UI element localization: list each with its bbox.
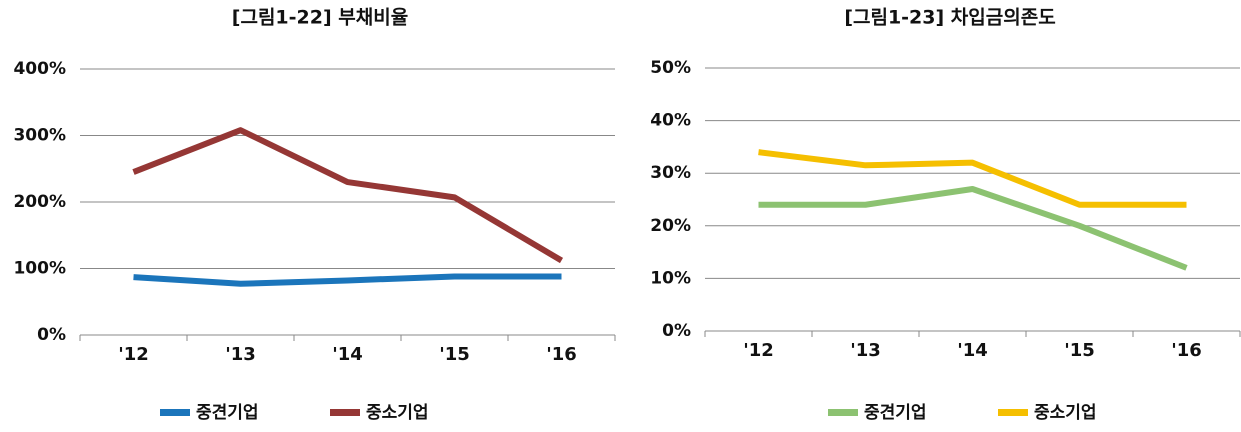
y-tick-label: 400% — [13, 59, 66, 79]
x-tick-label: '16 — [1171, 340, 1202, 361]
x-tick-label: '15 — [1064, 340, 1095, 361]
y-tick-label: 20% — [650, 216, 691, 236]
legend-swatch — [998, 409, 1028, 416]
legend-swatch — [160, 409, 190, 416]
x-tick-label: '14 — [332, 344, 363, 365]
x-tick-label: '12 — [118, 344, 149, 365]
y-tick-label: 40% — [650, 111, 691, 131]
legend-label: 중소기업 — [366, 403, 429, 423]
y-tick-label: 100% — [13, 259, 66, 279]
y-tick-label: 10% — [650, 268, 691, 288]
legend-swatch — [330, 409, 360, 416]
chart-title: [그림1-22] 부채비율 — [232, 7, 408, 29]
x-tick-label: '16 — [546, 344, 577, 365]
line-series — [758, 149, 1187, 208]
x-tick-label: '14 — [957, 340, 988, 361]
y-tick-label: 0% — [662, 321, 691, 341]
legend-swatch — [828, 409, 858, 416]
line-series — [758, 185, 1188, 271]
y-tick-label: 30% — [650, 163, 691, 183]
x-tick-label: '13 — [225, 344, 256, 365]
line-series — [133, 273, 562, 287]
line-series — [132, 127, 564, 264]
y-tick-label: 50% — [650, 58, 691, 78]
chart-title: [그림1-23] 차입금의존도 — [844, 7, 1055, 29]
legend-label: 중견기업 — [864, 403, 927, 423]
y-tick-label: 300% — [13, 126, 66, 146]
x-tick-label: '12 — [743, 340, 774, 361]
legend-label: 중견기업 — [196, 403, 259, 423]
x-tick-label: '13 — [850, 340, 881, 361]
x-tick-label: '15 — [439, 344, 470, 365]
y-tick-label: 200% — [13, 192, 66, 212]
legend-label: 중소기업 — [1034, 403, 1097, 423]
y-tick-label: 0% — [37, 325, 66, 345]
